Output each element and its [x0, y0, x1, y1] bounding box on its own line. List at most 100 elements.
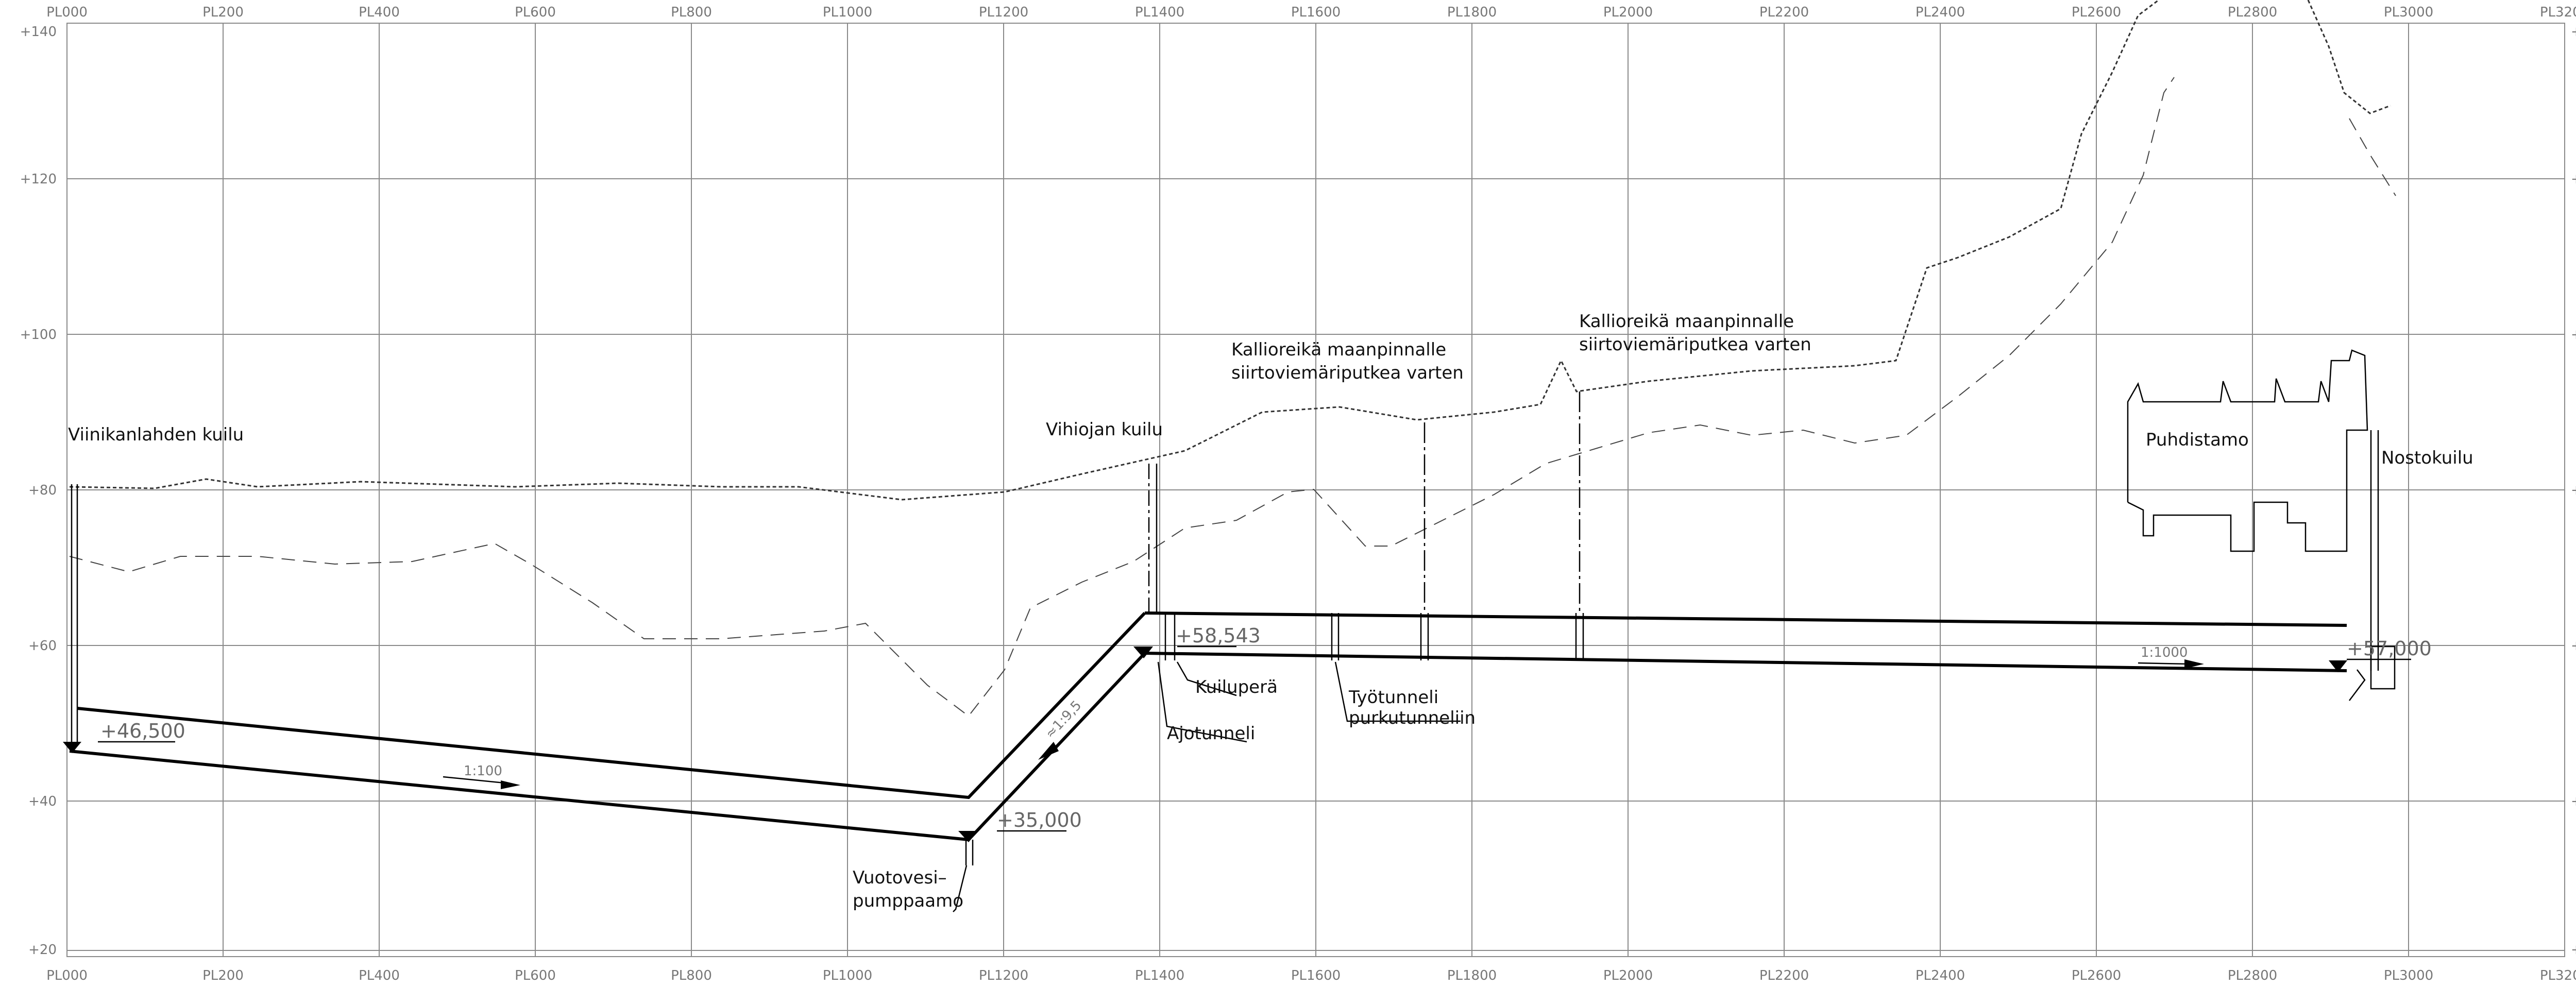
tick-top-2: PL400	[359, 5, 400, 20]
puhdistamo-outline	[2127, 349, 2368, 552]
tick-top-9: PL1800	[1447, 5, 1497, 20]
ground-surface	[69, 0, 2391, 501]
leader-lines	[98, 645, 2411, 912]
flow-arrow-1-1000	[2184, 659, 2204, 669]
tick-bottom-1: PL200	[202, 968, 244, 983]
label-puhdistamo: Puhdistamo	[2146, 430, 2249, 450]
upper-tunnel-top-edge	[1144, 611, 2347, 627]
label-vihioja-shaft: Vihiojan kuilu	[1046, 419, 1163, 440]
label-borehole-2-line2: siirtoviemäriputkea varten	[1579, 334, 1811, 355]
tick-top-12: PL2400	[1916, 5, 1965, 20]
tick-bottom-0: PL000	[46, 968, 88, 983]
rock-surface-line-right	[2349, 118, 2396, 196]
tick-bottom-3: PL600	[515, 968, 556, 983]
elevation-58543: +58,543	[1176, 624, 1261, 647]
tick-bottom-7: PL1400	[1135, 968, 1184, 983]
elev-right-0: +140	[2571, 24, 2576, 40]
tick-bottom-11: PL2200	[1759, 968, 1809, 983]
elev-right-2: +100	[2571, 327, 2576, 343]
chainage-labels-bottom: PL000 PL200 PL400 PL600 PL800 PL1000 PL1…	[46, 968, 2576, 983]
elev-right-1: +120	[2571, 172, 2576, 187]
level-marker-57000	[2329, 660, 2347, 672]
tick-top-7: PL1400	[1135, 5, 1184, 20]
elev-left-5: +40	[28, 794, 57, 809]
tick-bottom-15: PL3000	[2384, 968, 2433, 983]
tick-top-15: PL3000	[2384, 5, 2433, 20]
tick-top-13: PL2600	[2072, 5, 2121, 20]
label-kuilupera: Kuiluperä	[1195, 677, 1278, 697]
label-pump-station-line2: pumppaamo	[853, 891, 963, 911]
slope-label-1-1000: 1:1000	[2141, 645, 2188, 660]
tick-top-14: PL2800	[2228, 5, 2277, 20]
flow-arrow-ramp	[1038, 742, 1059, 760]
elevation-35000: +35,000	[997, 809, 1082, 831]
tick-top-5: PL1000	[823, 5, 872, 20]
label-borehole-1-line2: siirtoviemäriputkea varten	[1231, 363, 1464, 383]
level-marker-58543	[1133, 646, 1153, 658]
tick-bottom-14: PL2800	[2228, 968, 2277, 983]
tick-bottom-10: PL2000	[1603, 968, 1653, 983]
slope-label-ramp: ≈1:9,5	[1042, 698, 1084, 742]
ground-surface-line-right	[2307, 0, 2391, 114]
leader-ajotunneli	[1157, 661, 1247, 743]
tick-bottom-13: PL2600	[2072, 968, 2121, 983]
elevation-labels-left: +140 +120 +100 +80 +60 +40 +20	[20, 24, 57, 958]
leader-vuotovesi	[953, 865, 968, 912]
ground-surface-line	[69, 0, 2159, 501]
tick-bottom-2: PL400	[359, 968, 400, 983]
level-marker-35000	[958, 831, 978, 842]
nostokuilu-base	[2370, 645, 2396, 690]
flow-arrow-1-100	[501, 780, 520, 789]
elevation-labels-right: +140 +120 +100 +80 +60 +40 +20	[2571, 24, 2576, 958]
elevation-57000: +57,000	[2347, 637, 2432, 660]
elev-right-3: +80	[2571, 483, 2576, 498]
tick-top-6: PL1200	[979, 5, 1028, 20]
tunnel-profile	[63, 349, 2396, 865]
flow-arrow-1-100-shaft	[443, 776, 505, 784]
elev-right-4: +60	[2571, 638, 2576, 654]
flow-arrow-1-1000-shaft	[2138, 662, 2190, 665]
tick-bottom-12: PL2400	[1916, 968, 1965, 983]
horizontal-gridlines	[67, 23, 2565, 951]
label-borehole-2-line1: Kallioreikä maanpinnalle	[1579, 311, 1794, 332]
elev-left-4: +60	[28, 638, 57, 654]
grid	[66, 23, 2565, 957]
tick-top-4: PL800	[671, 5, 712, 20]
nostokuilu-footnote-mark	[2349, 669, 2366, 701]
leader-kuilupera	[1176, 661, 1237, 696]
elev-left-0: +140	[20, 24, 57, 40]
elev-right-6: +20	[2571, 942, 2576, 958]
tick-bottom-8: PL1600	[1291, 968, 1341, 983]
label-ajotunneli: Ajotunneli	[1167, 723, 1255, 744]
label-borehole-1-line1: Kallioreikä maanpinnalle	[1231, 339, 1446, 360]
tick-bottom-5: PL1000	[823, 968, 872, 983]
label-viinikanlahti-shaft: Viinikanlahden kuilu	[68, 424, 244, 445]
elev-right-5: +40	[2571, 794, 2576, 809]
elev-left-6: +20	[28, 942, 57, 958]
tunnel-bottom-edge	[69, 652, 1146, 842]
tick-top-11: PL2200	[1759, 5, 1809, 20]
upper-tunnel-bottom-edge	[1144, 652, 2347, 672]
rock-surface-line	[69, 77, 2175, 717]
tick-bottom-9: PL1800	[1447, 968, 1497, 983]
elev-left-3: +80	[28, 483, 57, 498]
tick-bottom-6: PL1200	[979, 968, 1028, 983]
label-tyotunneli-line1: Työtunneli	[1348, 687, 1438, 708]
label-tyotunneli-line2: purkutunneliin	[1349, 708, 1476, 728]
tick-bottom-16: PL3200	[2540, 968, 2576, 983]
tunnel-top-edge	[77, 611, 1146, 799]
tick-top-10: PL2000	[1603, 5, 1653, 20]
rock-surface	[69, 77, 2396, 717]
elev-left-2: +100	[20, 327, 57, 343]
tick-top-0: PL000	[46, 5, 88, 20]
leader-tyotunneli	[1334, 661, 1461, 722]
label-nostokuilu: Nostokuilu	[2381, 448, 2473, 468]
label-pump-station-line1: Vuotovesi–	[853, 867, 947, 888]
tick-top-3: PL600	[515, 5, 556, 20]
tick-top-8: PL1600	[1291, 5, 1341, 20]
annotations: Viinikanlahden kuilu Vihiojan kuilu Kall…	[68, 311, 2473, 911]
elev-left-1: +120	[20, 172, 57, 187]
elevation-46500: +46,500	[100, 720, 185, 742]
tick-bottom-4: PL800	[671, 968, 712, 983]
